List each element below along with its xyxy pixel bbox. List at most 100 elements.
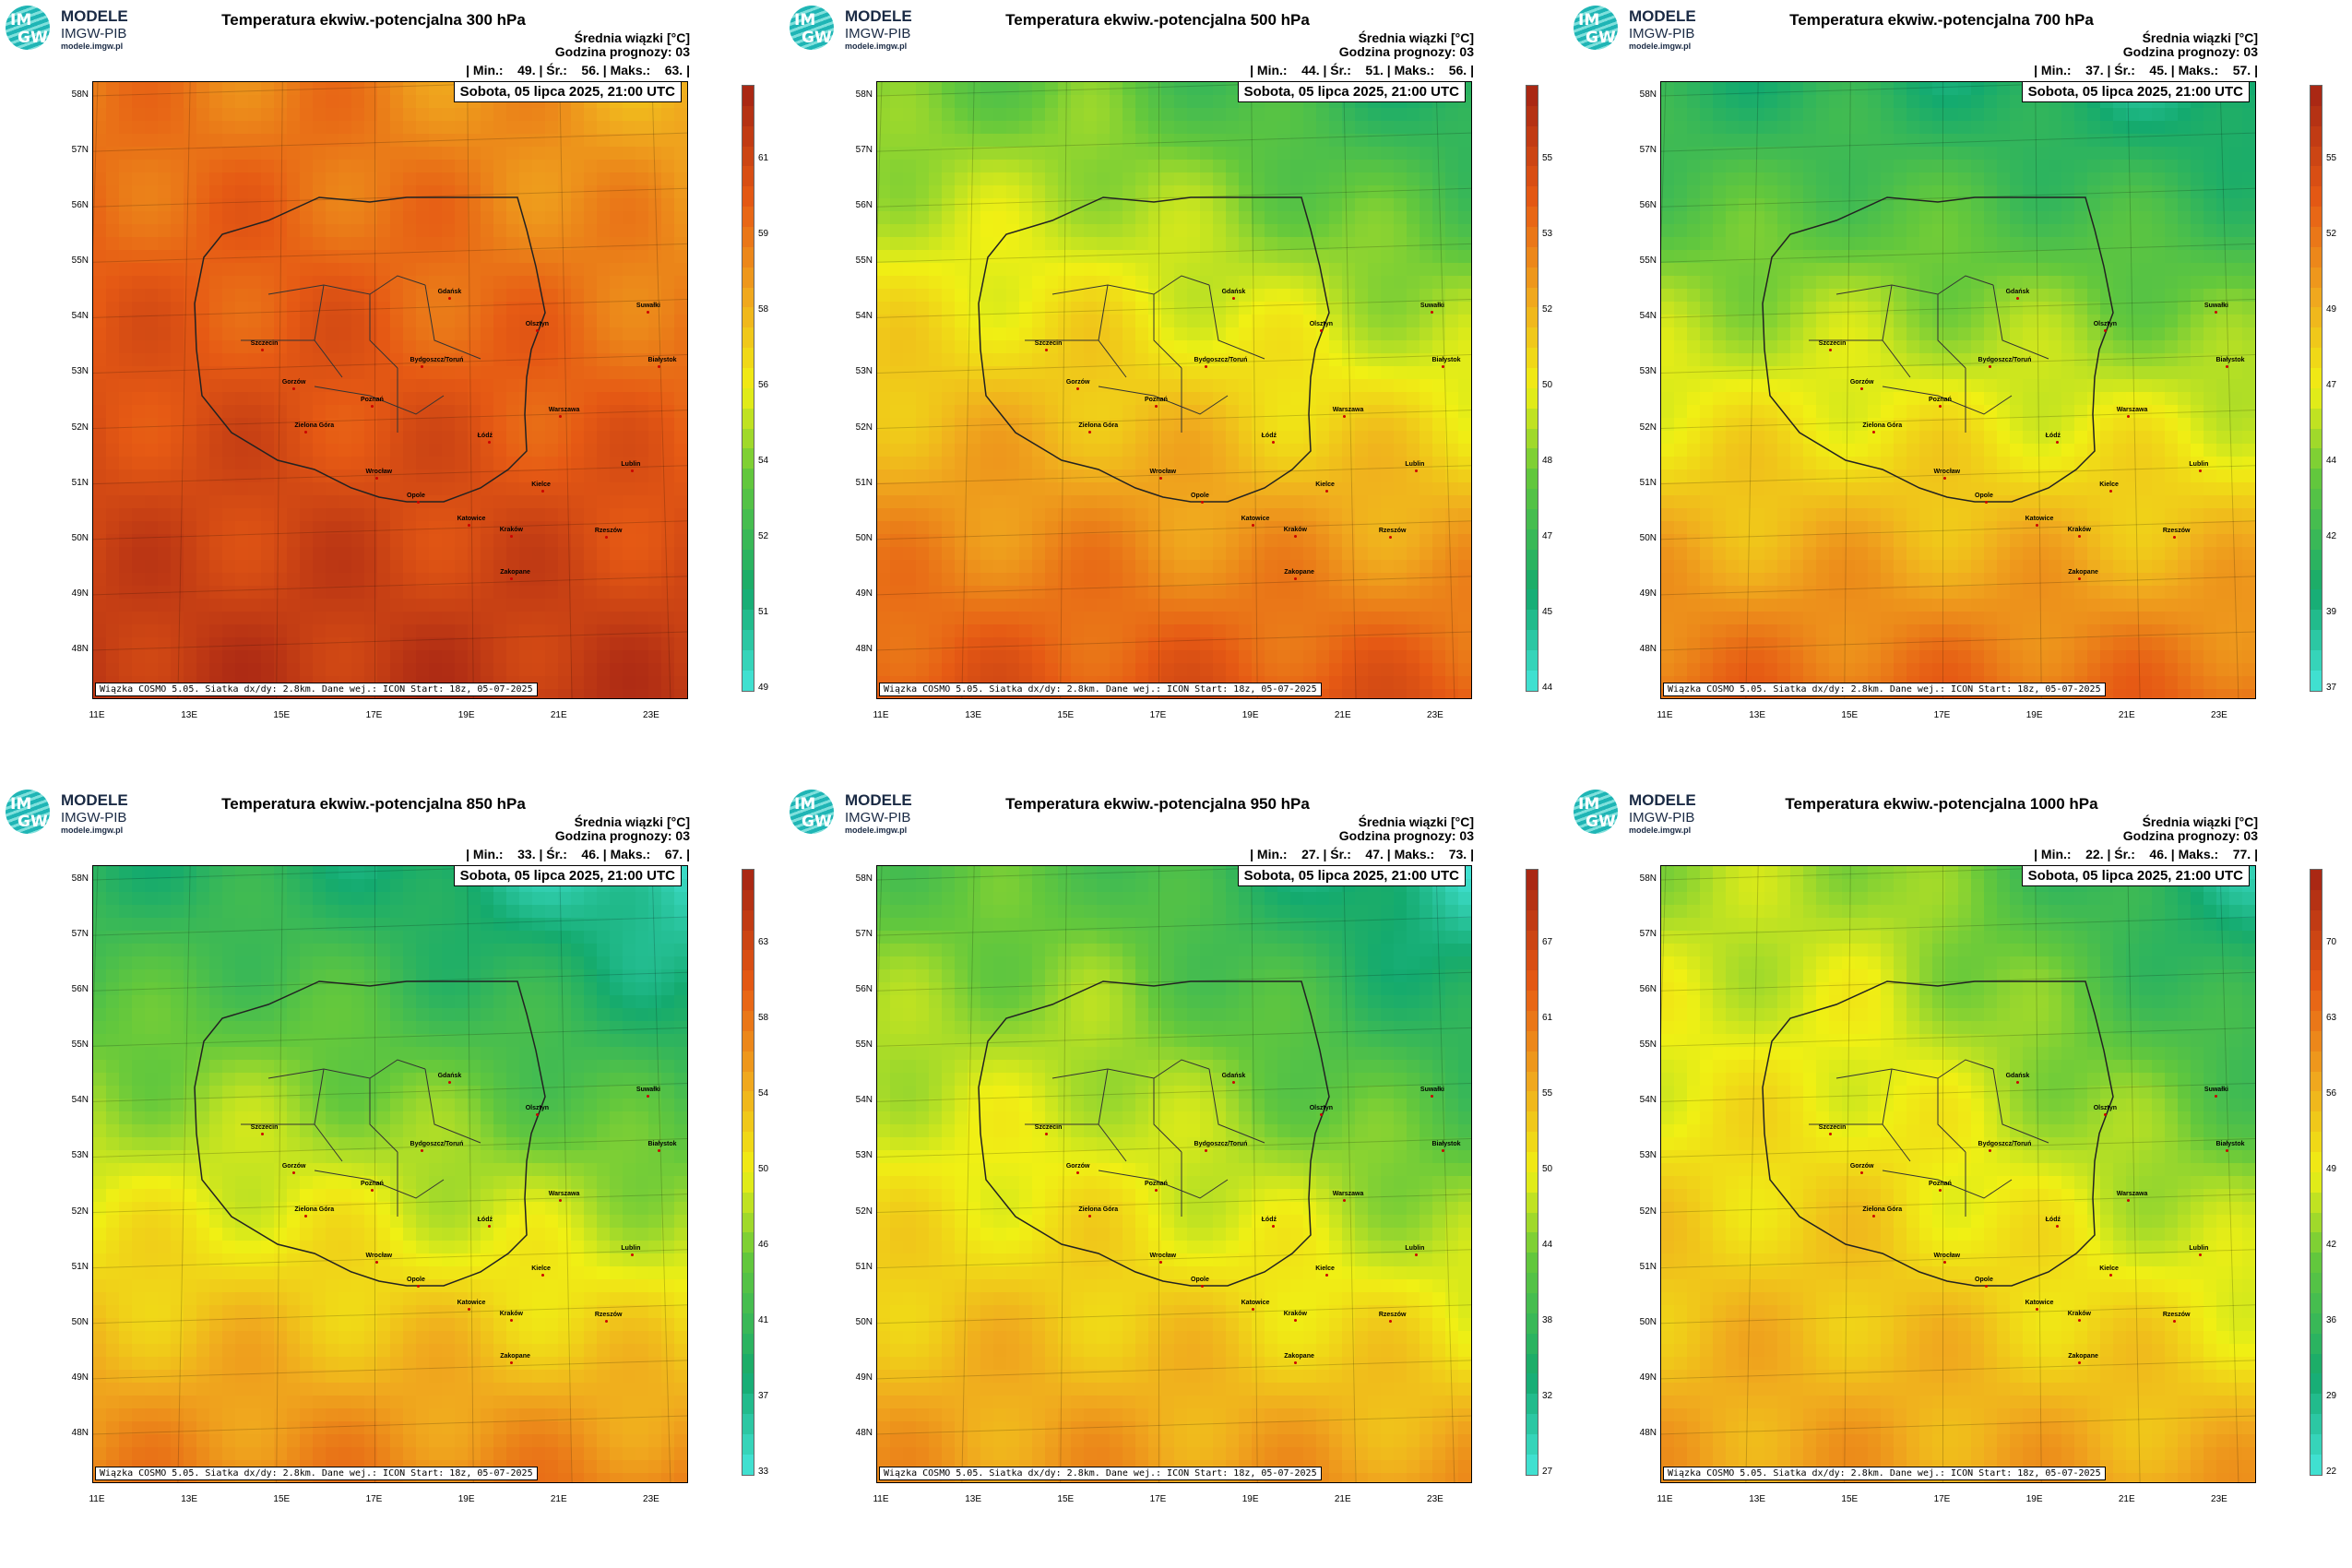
field-cell	[274, 469, 288, 483]
field-cell	[1161, 276, 1175, 290]
field-cell	[1329, 392, 1343, 406]
field-cell	[1739, 121, 1752, 135]
field-cell	[390, 663, 404, 677]
field-cell	[1471, 198, 1472, 212]
field-cell	[519, 547, 533, 561]
lon-label: 19E	[457, 710, 475, 720]
field-cell	[326, 418, 339, 432]
field-cell	[1032, 663, 1046, 677]
field-cell	[106, 495, 120, 509]
field-cell	[261, 431, 275, 445]
field-cell	[390, 276, 404, 290]
field-cell	[519, 302, 533, 315]
field-cell	[1110, 160, 1123, 173]
field-cell	[119, 508, 133, 522]
field-cell	[158, 534, 172, 548]
logo-badge-top: IM	[1578, 11, 1600, 30]
field-cell	[597, 250, 611, 264]
field-cell	[1032, 444, 1046, 457]
field-cell	[300, 82, 314, 96]
field-cell	[558, 573, 572, 587]
field-cell	[1058, 405, 1072, 419]
field-cell	[942, 586, 956, 600]
field-cell	[1213, 134, 1227, 148]
field-cell	[687, 418, 688, 432]
field-cell	[235, 327, 249, 341]
field-cell	[1019, 508, 1033, 522]
field-cell	[955, 198, 968, 212]
field-cell	[1445, 250, 1459, 264]
field-cell	[184, 315, 197, 328]
colorbar-step	[742, 448, 754, 469]
field-cell	[519, 469, 533, 483]
field-cell	[481, 172, 494, 186]
field-cell	[93, 599, 107, 612]
field-cell	[1084, 534, 1098, 548]
field-cell	[390, 586, 404, 600]
field-cell	[1161, 172, 1175, 186]
field-cell	[636, 392, 649, 406]
field-cell	[1084, 353, 1098, 367]
field-cell	[390, 508, 404, 522]
field-cell	[261, 198, 275, 212]
field-cell	[416, 366, 430, 380]
field-cell	[364, 469, 378, 483]
field-cell	[558, 637, 572, 651]
field-cell	[287, 547, 301, 561]
field-cell	[1316, 211, 1330, 225]
colorbar-step	[1526, 166, 1538, 187]
field-cell	[1123, 405, 1136, 419]
field-cell	[1058, 121, 1072, 135]
field-cell	[558, 366, 572, 380]
field-cell	[1803, 82, 1817, 96]
field-cell	[1674, 121, 1688, 135]
field-cell	[222, 302, 236, 315]
imgw-logo: IM GW MODELE IMGW-PIB modele.imgw.pl	[6, 6, 162, 52]
field-cell	[1329, 366, 1343, 380]
field-cell	[2010, 82, 2024, 96]
field-cell	[1200, 482, 1214, 496]
field-cell	[1739, 82, 1752, 96]
colorbar-label: 52	[758, 531, 769, 541]
field-cell	[1213, 379, 1227, 393]
field-cell	[364, 586, 378, 600]
field-cell	[1432, 457, 1446, 470]
field-cell	[1420, 302, 1433, 315]
field-cell	[1342, 663, 1356, 677]
field-cell	[171, 250, 184, 264]
field-cell	[274, 495, 288, 509]
field-cell	[1019, 327, 1033, 341]
field-cell	[390, 185, 404, 199]
field-cell	[877, 612, 891, 625]
field-cell	[506, 547, 520, 561]
field-cell	[1110, 405, 1123, 419]
field-cell	[877, 340, 891, 354]
field-cell	[455, 573, 469, 587]
field-cell	[1071, 276, 1085, 290]
field-cell	[916, 108, 930, 122]
field-cell	[171, 121, 184, 135]
field-cell	[1187, 366, 1201, 380]
field-cell	[339, 534, 352, 548]
field-cell	[1265, 289, 1278, 303]
field-cell	[1213, 315, 1227, 328]
field-cell	[980, 521, 994, 535]
field-cell	[1058, 237, 1072, 251]
field-cell	[1187, 637, 1201, 651]
field-cell	[648, 198, 662, 212]
field-cell	[1148, 224, 1162, 238]
field-cell	[968, 508, 981, 522]
field-cell	[584, 495, 598, 509]
field-cell	[1135, 327, 1149, 341]
field-cell	[1381, 185, 1395, 199]
field-cell	[145, 289, 159, 303]
field-cell	[1342, 172, 1356, 186]
field-cell	[132, 444, 146, 457]
field-cell	[339, 340, 352, 354]
field-cell	[403, 185, 417, 199]
field-cell	[93, 263, 107, 277]
field-cell	[1407, 560, 1420, 574]
field-cell	[326, 482, 339, 496]
field-cell	[184, 340, 197, 354]
field-cell	[506, 198, 520, 212]
